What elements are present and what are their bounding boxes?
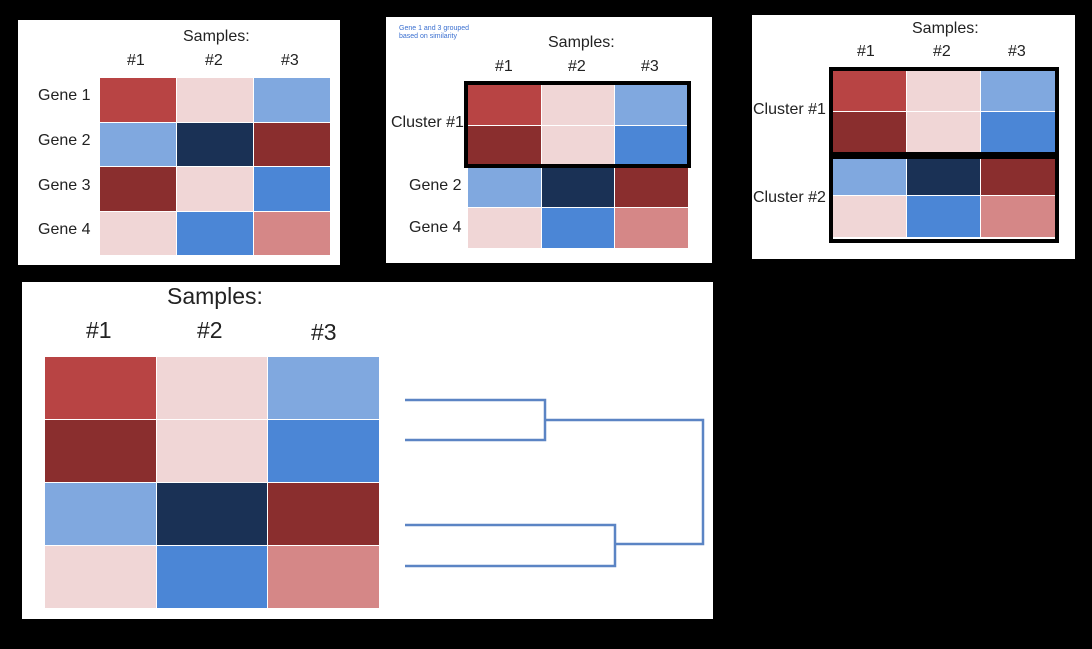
heatmap-cell-r3-c2	[177, 167, 253, 211]
heatmap-cell-r4-c3	[615, 208, 688, 248]
dendrogram-root-branch	[545, 418, 705, 546]
column-label-3: #3	[641, 58, 659, 75]
row-label-cluster-1: Cluster #1	[753, 101, 826, 118]
column-label-2: #2	[933, 43, 951, 60]
column-label-1: #1	[857, 43, 875, 60]
heatmap-cell-r1-c2	[906, 70, 980, 111]
column-label-3: #3	[1008, 43, 1026, 60]
heatmap-cell-r3-c2	[906, 154, 980, 195]
heatmap-cell-r2-c2	[541, 126, 614, 166]
heatmap-cell-r1-c1	[832, 70, 906, 111]
heatmap-cell-r2-c3	[254, 122, 330, 166]
heatmap-cell-r4-c3	[268, 546, 379, 608]
heatmap-cell-r4-c1	[45, 546, 156, 608]
row-label-gene-1: Gene 1	[38, 87, 91, 104]
panel-gene-heatmap: Samples: #1 #2 #3 Gene 1 Gene 2 Gene 3 G…	[18, 20, 340, 265]
heatmap-cell-r1-c1	[468, 85, 541, 125]
cluster-1-outline	[829, 67, 1059, 156]
heatmap-cell-r3-c1	[832, 154, 906, 195]
heatmap-cell-r3-c3	[615, 167, 688, 207]
heatmap-cell-r4-c3	[981, 196, 1055, 237]
heatmap-cell-r2-c3	[981, 112, 1055, 153]
column-label-2: #2	[205, 52, 223, 69]
heatmap-cell-r2-c3	[268, 420, 379, 482]
heatmap-cell-r2-c1	[100, 122, 176, 166]
heatmap-grid	[386, 17, 712, 263]
heatmap-grid	[22, 282, 713, 619]
heatmap-cell-r2-c1	[832, 112, 906, 153]
heatmap-cell-r4-c1	[468, 208, 541, 248]
column-label-2: #2	[197, 317, 223, 343]
heatmap-cell-r3-c3	[268, 483, 379, 545]
column-label-1: #1	[86, 317, 112, 343]
heatmap-cell-r1-c2	[156, 357, 267, 419]
heatmap-cell-r1-c3	[254, 78, 330, 122]
column-label-1: #1	[495, 58, 513, 75]
handwritten-note: Gene 1 and 3 grouped based on similarity	[399, 25, 469, 41]
column-label-3: #3	[281, 52, 299, 69]
heatmap-cell-r4-c2	[541, 208, 614, 248]
samples-label: Samples:	[183, 28, 250, 45]
row-label-gene-2: Gene 2	[38, 132, 91, 149]
heatmap-cell-r4-c1	[832, 196, 906, 237]
dendrogram	[405, 398, 705, 568]
row-label-gene-4: Gene 4	[38, 221, 91, 238]
samples-label: Samples:	[167, 283, 263, 309]
heatmap-cell-r4-c3	[254, 211, 330, 255]
heatmap-cell-r3-c2	[156, 483, 267, 545]
cluster-2-outline	[829, 155, 1059, 243]
heatmap-grid	[752, 15, 1075, 259]
cluster-1-outline	[464, 81, 691, 168]
dendrogram-cluster-1-branch	[405, 398, 547, 442]
heatmap-cell-r1-c3	[615, 85, 688, 125]
heatmap-cell-r3-c3	[981, 154, 1055, 195]
heatmap-cell-r1-c1	[45, 357, 156, 419]
heatmap-cell-r4-c2	[177, 211, 253, 255]
row-label-cluster-1: Cluster #1	[391, 114, 464, 131]
heatmap-cell-r2-c2	[906, 112, 980, 153]
heatmap-cell-r2-c3	[615, 126, 688, 166]
column-label-1: #1	[127, 52, 145, 69]
note-line-2: based on similarity	[399, 33, 457, 40]
heatmap-cell-r2-c1	[45, 420, 156, 482]
column-label-3: #3	[311, 319, 337, 345]
panel-dendrogram: Samples: #1 #2 #3	[22, 282, 713, 619]
heatmap-cell-r3-c2	[541, 167, 614, 207]
heatmap-cell-r3-c1	[468, 167, 541, 207]
heatmap-cell-r3-c1	[45, 483, 156, 545]
heatmap-cell-r1-c3	[268, 357, 379, 419]
heatmap-cell-r4-c1	[100, 211, 176, 255]
heatmap-cell-r2-c2	[177, 122, 253, 166]
panel-cluster-one: Gene 1 and 3 grouped based on similarity…	[386, 17, 712, 263]
heatmap-grid	[18, 20, 340, 265]
row-label-gene-4: Gene 4	[409, 219, 462, 236]
note-line-1: Gene 1 and 3 grouped	[399, 25, 470, 32]
heatmap-cell-r4-c2	[156, 546, 267, 608]
heatmap-cell-r3-c3	[254, 167, 330, 211]
heatmap-cell-r1-c2	[541, 85, 614, 125]
row-label-gene-2: Gene 2	[409, 177, 462, 194]
heatmap-cell-r1-c3	[981, 70, 1055, 111]
samples-label: Samples:	[548, 34, 615, 51]
heatmap-cell-r4-c2	[906, 196, 980, 237]
heatmap-cell-r1-c2	[177, 78, 253, 122]
heatmap-cell-r2-c2	[156, 420, 267, 482]
heatmap-cell-r1-c1	[100, 78, 176, 122]
row-label-gene-3: Gene 3	[38, 177, 91, 194]
heatmap-cell-r2-c1	[468, 126, 541, 166]
samples-label: Samples:	[912, 20, 979, 37]
heatmap-cell-r3-c1	[100, 167, 176, 211]
row-label-cluster-2: Cluster #2	[753, 189, 826, 206]
panel-two-clusters: Samples: #1 #2 #3 Cluster #1 Cluster #2	[752, 15, 1075, 259]
column-label-2: #2	[568, 58, 586, 75]
dendrogram-cluster-2-branch	[405, 523, 617, 568]
